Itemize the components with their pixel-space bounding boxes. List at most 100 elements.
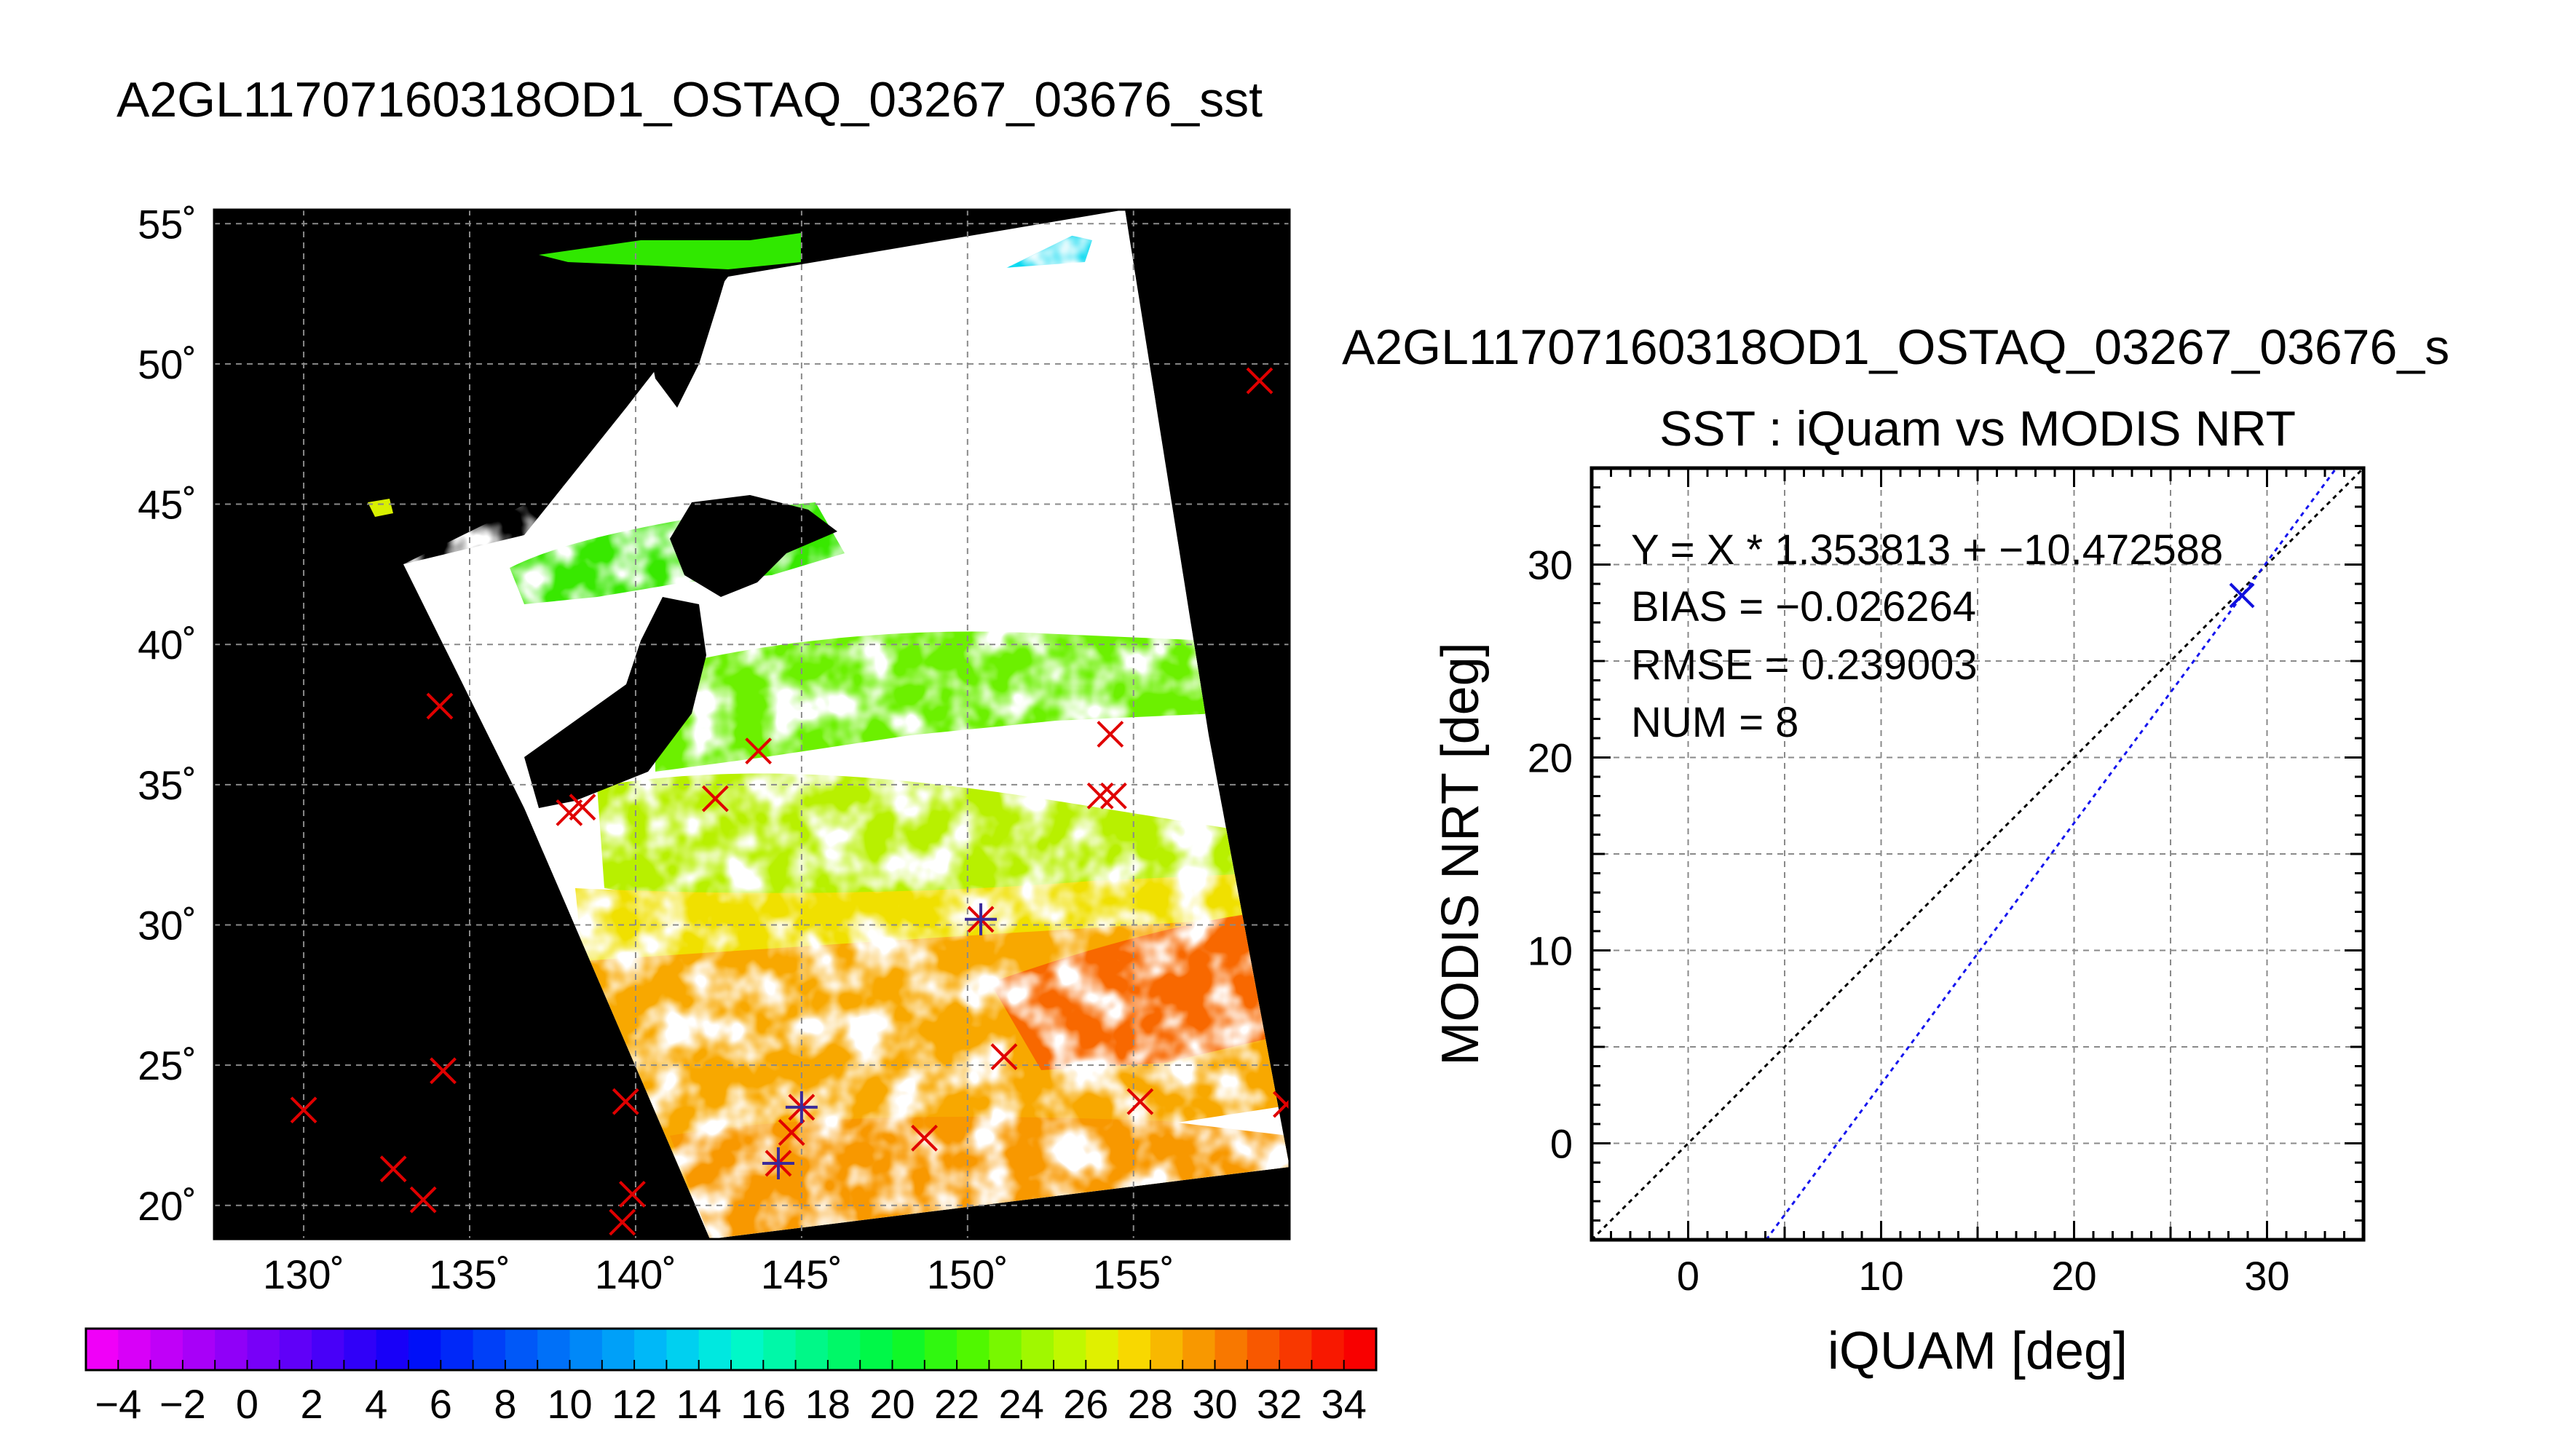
scatter-panel: 0 10 20 30 0 10 20 30 Y = X * 1.353813 + −10.4… [1431, 466, 2366, 1380]
land-honshu [524, 597, 706, 808]
map-marker-x [911, 1124, 938, 1152]
map-x-tick-label: 145˚ [761, 1251, 842, 1297]
map-marker-x [1126, 1088, 1154, 1115]
colorbar-segment [118, 1329, 151, 1370]
scatter-title: SST : iQuam vs MODIS NRT [1659, 401, 2296, 456]
map-marker-x-stroke [379, 1155, 407, 1183]
colorbar-tick-label: −2 [159, 1381, 206, 1427]
colorbar-segment [312, 1329, 344, 1370]
colorbar-segment [666, 1329, 700, 1370]
colorbar-tick-label: 32 [1257, 1381, 1302, 1427]
colorbar-segment [408, 1329, 441, 1370]
fit-num: NUM = 8 [1631, 699, 1798, 746]
map-marker-x-stroke [1097, 721, 1124, 748]
colorbar-segment [182, 1329, 216, 1370]
map-y-tick-label: 40˚ [138, 622, 197, 668]
colorbar-tick-label: 16 [741, 1381, 786, 1427]
scatter-x-tick-label: 0 [1677, 1253, 1699, 1299]
map-marker-x-stroke [569, 794, 596, 821]
sst-field [403, 210, 1290, 1239]
map-y-tick-label: 55˚ [138, 201, 197, 247]
colorbar-segment [1279, 1329, 1312, 1370]
colorbar-tick-label: 10 [547, 1381, 592, 1427]
scatter-y-tick-label: 20 [1528, 735, 1573, 781]
sst-patch-west [368, 499, 393, 517]
colorbar-segment [376, 1329, 409, 1370]
colorbar-segment [827, 1329, 861, 1370]
scatter-y-axis-label: MODIS NRT [deg] [1431, 642, 1490, 1066]
colorbar-segment [634, 1329, 667, 1370]
colorbar-segment [989, 1329, 1022, 1370]
map-marker-x [778, 1119, 805, 1147]
colorbar-segment [215, 1329, 248, 1370]
map-marker-x-stroke [609, 1208, 636, 1236]
colorbar-segment [1182, 1329, 1216, 1370]
map-marker-x [745, 737, 773, 765]
scatter-points [2229, 582, 2255, 609]
map-marker-x [1097, 721, 1124, 748]
map-marker-x [569, 794, 596, 821]
map-marker-x-stroke [290, 1096, 317, 1124]
map-marker-x-stroke [745, 737, 773, 765]
scatter-y-tick-label: 0 [1550, 1121, 1573, 1167]
map-marker-x-stroke [1126, 1088, 1154, 1115]
colorbar-segment [473, 1329, 506, 1370]
map-marker-x [990, 1043, 1018, 1070]
colorbar-segment [1150, 1329, 1183, 1370]
colorbar-segment [505, 1329, 538, 1370]
colorbar-segment [1215, 1329, 1248, 1370]
colorbar-tick-label: 30 [1192, 1381, 1237, 1427]
map-y-tick-label: 25˚ [138, 1042, 197, 1088]
map-y-tick-labels: 20˚ 25˚ 30˚ 35˚ 40˚ 45˚ 50˚ 55˚ [138, 201, 197, 1229]
map-marker-x-stroke [1099, 782, 1127, 810]
scatter-point [2229, 582, 2255, 609]
colorbar-segment [247, 1329, 280, 1370]
colorbar-segment [795, 1329, 829, 1370]
colorbar-tick-label: 28 [1128, 1381, 1173, 1427]
colorbar-segment [1247, 1329, 1280, 1370]
map-x-tick-label: 150˚ [927, 1251, 1008, 1297]
sst-colorbar [84, 1327, 1378, 1372]
map-marker-x [701, 785, 729, 812]
colorbar-segment [1118, 1329, 1151, 1370]
map-y-tick-label: 20˚ [138, 1183, 197, 1229]
scatter-x-tick-labels: 0 10 20 30 [1677, 1253, 2290, 1299]
colorbar-tick-label: 4 [365, 1381, 387, 1427]
fit-equation: Y = X * 1.353813 + −10.472588 [1631, 526, 2223, 574]
colorbar-tick-label: 34 [1322, 1381, 1367, 1427]
map-marker-x-stroke [409, 1186, 437, 1214]
colorbar-segment [698, 1329, 732, 1370]
scatter-y-tick-label: 30 [1528, 542, 1573, 588]
colorbar-segment [1054, 1329, 1086, 1370]
map-marker-x-stroke [430, 1057, 457, 1085]
colorbar-segment [860, 1329, 893, 1370]
scatter-y-tick-label: 10 [1528, 928, 1573, 974]
map-marker-x [618, 1180, 646, 1208]
colorbar-segment [892, 1329, 925, 1370]
colorbar-segment [763, 1329, 797, 1370]
scatter-y-tick-labels: 0 10 20 30 [1528, 542, 1573, 1167]
map-marker-plus [785, 1091, 818, 1123]
colorbar-tick-label: 20 [869, 1381, 915, 1427]
map-marker-x [1246, 367, 1273, 395]
colorbar-segment [150, 1329, 183, 1370]
colorbar-segment [1343, 1329, 1377, 1370]
map-marker-x [290, 1096, 317, 1124]
colorbar-tick-label: 0 [236, 1381, 258, 1427]
colorbar-tick-label: 22 [934, 1381, 979, 1427]
colorbar-segment [86, 1329, 119, 1370]
colorbar-segment [1021, 1329, 1054, 1370]
map-x-tick-label: 130˚ [263, 1251, 344, 1297]
regression-fit-line [1765, 468, 2337, 1240]
map-markers [290, 367, 1290, 1236]
map-title: A2GL11707160318OD1_OSTAQ_03267_03676_sst [117, 72, 1263, 127]
map-frame [213, 208, 1291, 1241]
colorbar-tick-label: 8 [494, 1381, 516, 1427]
scatter-x-tick-label: 10 [1858, 1253, 1903, 1299]
colorbar-segment [924, 1329, 957, 1370]
map-marker-x [609, 1208, 636, 1236]
map-x-tick-label: 140˚ [595, 1251, 676, 1297]
map-marker-x-stroke [556, 799, 583, 826]
colorbar-segment [344, 1329, 377, 1370]
map-y-tick-label: 30˚ [138, 902, 197, 948]
